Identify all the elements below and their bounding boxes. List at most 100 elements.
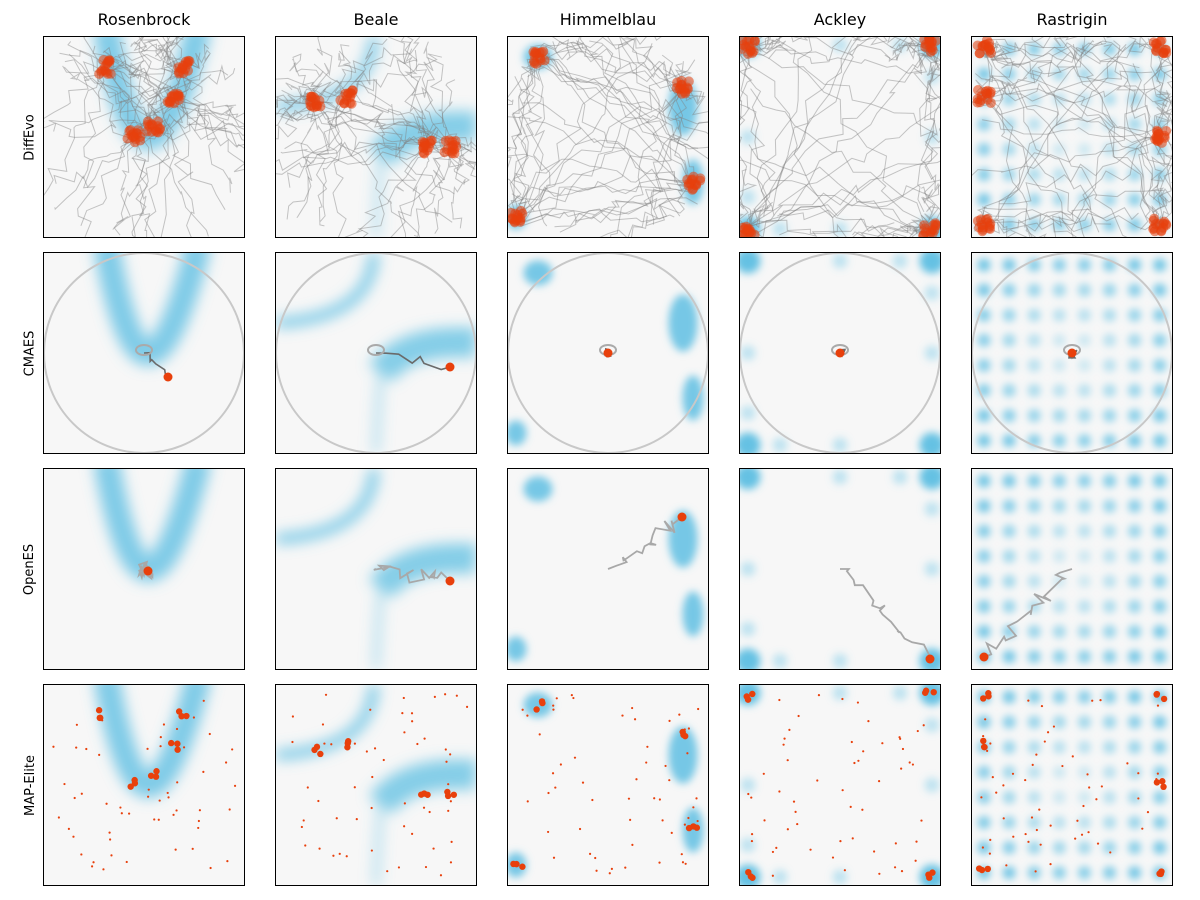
trajectory-line bbox=[986, 218, 1047, 237]
basin bbox=[977, 358, 991, 372]
panel-map-elite-rosenbrock bbox=[43, 684, 245, 886]
basin bbox=[1153, 549, 1167, 563]
trajectory-line bbox=[320, 101, 469, 148]
archive-point bbox=[915, 840, 918, 843]
basin bbox=[977, 841, 991, 855]
elite-point bbox=[344, 744, 351, 751]
archive-point bbox=[157, 818, 160, 821]
basin bbox=[1103, 409, 1116, 423]
basin bbox=[1103, 765, 1116, 779]
basin bbox=[1002, 283, 1016, 297]
trajectory-line bbox=[413, 147, 452, 237]
panel-plot bbox=[972, 253, 1172, 453]
trajectory-line bbox=[1156, 181, 1172, 225]
archive-point bbox=[369, 708, 372, 711]
panel-diffevo-rosenbrock bbox=[43, 36, 245, 238]
archive-point bbox=[80, 792, 83, 795]
basin bbox=[1128, 650, 1142, 664]
archive-point bbox=[120, 812, 123, 815]
trajectory-line bbox=[740, 169, 758, 230]
basin bbox=[1052, 715, 1066, 729]
col-title-3: Ackley bbox=[813, 10, 867, 29]
basin bbox=[1128, 92, 1142, 106]
archive-point bbox=[695, 797, 698, 800]
basin bbox=[1128, 283, 1142, 297]
basin bbox=[1052, 409, 1066, 423]
landscape bbox=[740, 685, 940, 885]
elite-point bbox=[450, 791, 458, 798]
basin bbox=[1128, 333, 1142, 347]
elite-point bbox=[1160, 783, 1167, 791]
archive-point bbox=[146, 747, 149, 750]
trajectory-line bbox=[892, 225, 931, 237]
basin bbox=[1027, 690, 1041, 704]
basin bbox=[1027, 625, 1041, 639]
trajectory-line bbox=[972, 101, 1163, 138]
trajectory-line bbox=[620, 37, 680, 84]
basin bbox=[1002, 92, 1016, 106]
basin bbox=[1002, 67, 1016, 81]
trajectory-line bbox=[423, 41, 454, 152]
trajectory-line bbox=[509, 62, 535, 214]
archive-point bbox=[228, 808, 231, 811]
archive-point bbox=[853, 761, 856, 765]
basin bbox=[1128, 790, 1142, 804]
archive-point bbox=[668, 779, 671, 782]
trajectory-line bbox=[344, 148, 431, 237]
final-point bbox=[985, 44, 996, 55]
archive-point bbox=[747, 792, 750, 796]
archive-point bbox=[778, 698, 781, 702]
trajectory-line bbox=[508, 153, 696, 185]
final-point bbox=[445, 576, 455, 586]
trajectory-line bbox=[619, 37, 690, 181]
trajectory-line bbox=[77, 64, 105, 237]
basin bbox=[977, 499, 991, 513]
archive-point bbox=[796, 822, 799, 826]
panel-plot bbox=[972, 37, 1172, 237]
archive-point bbox=[80, 853, 83, 856]
trajectory-line bbox=[513, 38, 634, 218]
basin bbox=[1052, 841, 1066, 855]
trajectory-line bbox=[559, 179, 699, 233]
archive-point bbox=[63, 782, 66, 786]
archive-point bbox=[629, 818, 632, 821]
archive-point bbox=[546, 830, 550, 834]
trajectory-line bbox=[373, 564, 451, 584]
basin bbox=[1077, 409, 1091, 423]
elite-point bbox=[418, 791, 425, 798]
basin bbox=[1077, 218, 1091, 232]
basin bbox=[1153, 841, 1167, 855]
trajectory-line bbox=[743, 44, 923, 74]
trajectory-line bbox=[276, 88, 347, 111]
trajectory-line bbox=[286, 101, 342, 220]
trajectory-line bbox=[777, 47, 932, 217]
basin bbox=[1103, 866, 1116, 880]
trajectory-line bbox=[44, 68, 103, 196]
basin bbox=[1103, 283, 1116, 297]
basin bbox=[1027, 308, 1041, 322]
trajectory-line bbox=[313, 63, 453, 146]
trajectory-line bbox=[537, 54, 708, 135]
trajectory-line bbox=[917, 46, 940, 213]
archive-point bbox=[646, 745, 649, 748]
basin bbox=[1002, 866, 1016, 880]
archive-point bbox=[450, 840, 453, 843]
trajectory-line bbox=[525, 54, 544, 212]
archive-point bbox=[153, 818, 156, 821]
archive-point bbox=[323, 742, 326, 745]
trajectory-line bbox=[536, 56, 708, 125]
archive-point bbox=[202, 699, 205, 702]
archive-point bbox=[197, 826, 200, 830]
basin bbox=[1077, 42, 1091, 56]
basin bbox=[523, 476, 553, 502]
archive-point bbox=[306, 786, 309, 789]
archive-point bbox=[635, 778, 638, 781]
archive-point bbox=[986, 749, 989, 752]
elite-point bbox=[183, 712, 190, 720]
basin bbox=[977, 168, 991, 181]
final-point bbox=[132, 128, 143, 139]
archive-point bbox=[291, 740, 294, 744]
basin bbox=[1027, 574, 1041, 588]
basin bbox=[919, 253, 940, 274]
trajectory-line bbox=[775, 38, 935, 231]
